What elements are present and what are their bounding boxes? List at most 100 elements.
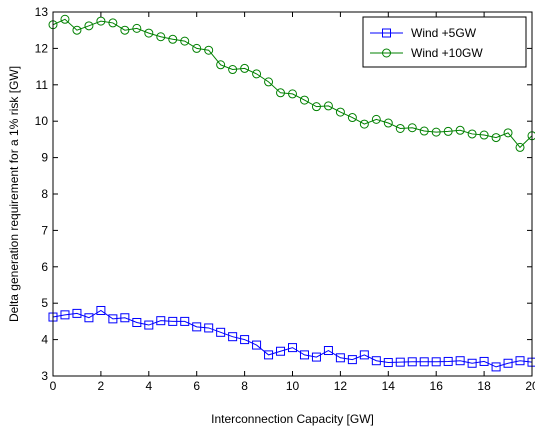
data-point (60, 14, 70, 24)
data-point (108, 314, 118, 324)
data-point (431, 357, 441, 367)
data-point (503, 128, 513, 138)
data-point (216, 60, 226, 70)
data-point (395, 357, 405, 367)
data-point (144, 28, 154, 38)
data-point (132, 23, 142, 33)
x-tick-label: 0 (50, 379, 57, 393)
legend-box (362, 16, 527, 68)
data-point (84, 21, 94, 31)
y-tick-label: 8 (41, 187, 48, 201)
data-point (431, 127, 441, 137)
data-point (419, 126, 429, 136)
data-point (144, 320, 154, 330)
data-point (120, 25, 130, 35)
data-point (180, 36, 190, 46)
legend: Wind +5GW Wind +10GW (362, 16, 527, 68)
x-tick-label: 14 (382, 379, 396, 393)
y-tick-label: 3 (41, 369, 48, 383)
data-point (311, 102, 321, 112)
data-point (180, 316, 190, 326)
legend-label: Wind +10GW (411, 46, 483, 60)
data-point (156, 316, 166, 326)
data-point (467, 358, 477, 368)
data-point (359, 350, 369, 360)
data-point (120, 313, 130, 323)
data-point (204, 323, 214, 333)
x-axis-label: Interconnection Capacity [GW] (211, 412, 374, 426)
data-point (335, 107, 345, 117)
y-tick-label: 12 (35, 41, 49, 55)
data-point (228, 332, 238, 342)
data-point (96, 305, 106, 315)
data-point (503, 358, 513, 368)
x-tick-label: 10 (286, 379, 300, 393)
x-tick-label: 12 (334, 379, 348, 393)
y-tick-label: 9 (41, 151, 48, 165)
data-point (72, 25, 82, 35)
y-tick-label: 10 (35, 114, 49, 128)
data-point (347, 355, 357, 365)
data-point (264, 77, 274, 87)
data-point (72, 308, 82, 318)
y-tick-label: 4 (41, 333, 48, 347)
legend-item: Wind +10GW (370, 46, 483, 60)
ticks-layer: 0 2 4 6 8 10 12 14 16 18 20 3 4 5 6 7 8 9 10 11 12 13 (35, 5, 535, 393)
data-point (240, 335, 250, 345)
legend-item: Wind +5GW (370, 26, 477, 40)
legend-label: Wind +5GW (411, 26, 477, 40)
data-point (216, 327, 226, 337)
data-point (395, 123, 405, 133)
data-point (228, 65, 238, 75)
data-point (299, 95, 309, 105)
data-point (479, 130, 489, 140)
data-point (192, 43, 202, 53)
data-point (479, 356, 489, 366)
data-point (288, 343, 297, 353)
data-point (455, 125, 465, 135)
data-point (299, 350, 309, 360)
data-point (371, 114, 381, 124)
data-point (132, 317, 142, 327)
data-point (407, 123, 417, 133)
data-point (383, 118, 393, 128)
y-tick-label: 6 (41, 260, 48, 274)
data-point (252, 69, 262, 79)
data-point (156, 32, 166, 42)
y-axis-label: Delta generation requirement for a 1% ri… (7, 66, 21, 322)
x-tick-label: 16 (430, 379, 444, 393)
data-point (96, 16, 106, 26)
data-point (371, 356, 381, 366)
data-point (407, 357, 417, 367)
data-point (359, 119, 369, 129)
data-point (240, 63, 250, 73)
data-point (443, 356, 453, 366)
data-point (288, 89, 297, 99)
data-point (323, 101, 333, 111)
data-point (276, 346, 286, 356)
data-point (491, 362, 501, 372)
x-tick-label: 20 (525, 379, 535, 393)
data-point (467, 129, 477, 139)
x-tick-label: 18 (477, 379, 491, 393)
data-point (192, 322, 202, 332)
plot-area (53, 12, 532, 376)
data-point (515, 142, 525, 152)
y-tick-label: 7 (41, 223, 48, 237)
data-point (335, 353, 345, 363)
data-point (419, 357, 429, 367)
data-point (347, 113, 357, 123)
data-point (204, 45, 214, 55)
data-point (108, 18, 118, 28)
data-point (443, 126, 453, 136)
x-tick-label: 8 (241, 379, 248, 393)
x-tick-label: 4 (145, 379, 152, 393)
data-point (264, 350, 274, 360)
legend-marker (382, 48, 391, 58)
data-point (60, 310, 70, 320)
data-point (323, 346, 333, 356)
data-point (515, 356, 525, 366)
data-point (455, 356, 465, 366)
x-tick-label: 2 (98, 379, 105, 393)
